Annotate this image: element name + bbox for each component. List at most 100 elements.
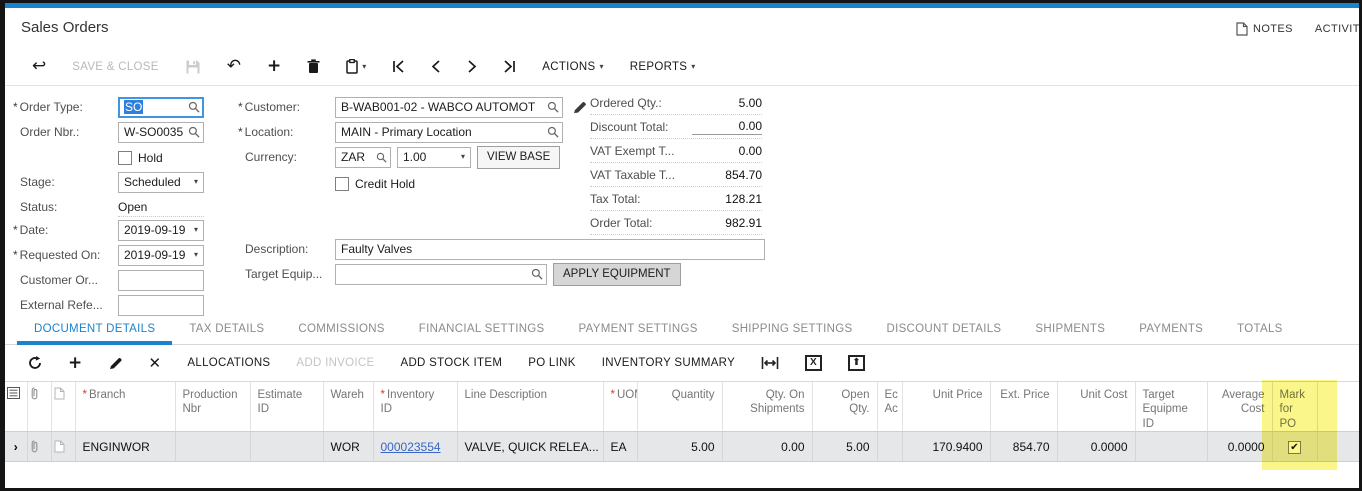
copy-paste-button[interactable]: ▾ <box>333 54 379 80</box>
col-unit-price[interactable]: Unit Price <box>901 380 990 433</box>
back-arrow-icon: ↩ <box>32 56 47 76</box>
customer-field[interactable]: B-WAB001-02 - WABCO AUTOMOT <box>335 96 563 118</box>
currency-code-field[interactable]: ZAR <box>335 146 391 168</box>
undo-icon: ↶ <box>226 56 241 76</box>
refresh-button[interactable] <box>15 350 55 376</box>
col-open-qty[interactable]: Open Qty. <box>811 380 877 433</box>
col-mark-for-po[interactable]: Mark for PO <box>1271 380 1317 433</box>
target-equip-field[interactable] <box>335 263 547 285</box>
table-row[interactable]: › ENGINWOR WOR 000023554 VALVE, QUICK RE… <box>5 431 1359 463</box>
export-excel-button[interactable]: X <box>792 350 835 376</box>
save-button[interactable] <box>172 54 214 80</box>
order-nbr-field[interactable]: W-SO0035 <box>118 121 204 143</box>
location-field[interactable]: MAIN - Primary Location <box>335 121 563 143</box>
tab-shipping-settings[interactable]: SHIPPING SETTINGS <box>731 322 853 335</box>
add-record-button[interactable]: + <box>254 54 294 80</box>
next-record-button[interactable] <box>454 54 490 80</box>
col-production-nbr[interactable]: Production Nbr <box>174 380 250 433</box>
tab-discount-details[interactable]: DISCOUNT DETAILS <box>886 322 1002 335</box>
view-base-button[interactable]: VIEW BASE <box>477 145 561 169</box>
cell-unit-cost: 0.0000 <box>1056 431 1135 463</box>
col-inventory-id[interactable]: * Inventory ID <box>372 380 457 433</box>
hold-checkbox[interactable] <box>118 151 132 165</box>
lookup-icon[interactable] <box>547 101 559 113</box>
stage-dropdown[interactable]: Scheduled ▾ <box>118 171 204 193</box>
date-field[interactable]: 2019-09-19 ▾ <box>118 219 204 241</box>
col-quantity[interactable]: Quantity <box>636 380 722 433</box>
page-title: Sales Orders <box>21 19 109 36</box>
row-selector[interactable]: › <box>5 431 27 463</box>
allocations-button[interactable]: ALLOCATIONS <box>187 357 271 369</box>
tab-commissions[interactable]: COMMISSIONS <box>298 322 385 335</box>
credit-hold-checkbox[interactable] <box>335 177 349 191</box>
row-files-icon[interactable] <box>26 431 51 463</box>
tab-totals[interactable]: TOTALS <box>1237 322 1283 335</box>
col-equipment-action[interactable]: Ec Ac <box>876 380 902 433</box>
vat-exempt-value: 0.00 <box>738 143 762 158</box>
actions-menu-button[interactable]: ACTIONS ▾ <box>529 54 617 80</box>
add-invoice-button[interactable]: ADD INVOICE <box>296 357 375 369</box>
column-settings-icon[interactable] <box>5 380 27 433</box>
edit-customer-pencil-icon[interactable] <box>573 101 587 114</box>
lookup-icon[interactable] <box>188 126 200 138</box>
tab-payment-settings[interactable]: PAYMENT SETTINGS <box>578 322 698 335</box>
back-button[interactable]: ↩ <box>19 54 59 80</box>
col-unit-cost[interactable]: Unit Cost <box>1056 380 1135 433</box>
col-average-cost[interactable]: Average Cost <box>1206 380 1272 433</box>
prev-record-button[interactable] <box>418 54 454 80</box>
customer-order-field[interactable] <box>118 269 204 291</box>
apply-equipment-button[interactable]: APPLY EQUIPMENT <box>553 262 681 286</box>
notes-doc-icon <box>1236 22 1248 36</box>
lookup-icon[interactable] <box>376 152 387 163</box>
cell-estimate-id <box>249 431 323 463</box>
description-field[interactable]: Faulty Valves <box>335 238 765 260</box>
tab-payments[interactable]: PAYMENTS <box>1139 322 1204 335</box>
chevron-down-icon: ▾ <box>193 177 198 186</box>
cell-ext-price: 854.70 <box>989 431 1057 463</box>
lookup-icon[interactable] <box>547 126 559 138</box>
lookup-icon[interactable] <box>188 101 200 113</box>
delete-record-button[interactable] <box>294 54 333 80</box>
notes-button[interactable]: NOTES <box>1236 22 1293 36</box>
mark-for-po-checkbox[interactable] <box>1288 441 1301 455</box>
delete-row-button[interactable]: ✕ <box>136 350 175 376</box>
activities-button[interactable]: ACTIVITIES <box>1315 23 1359 35</box>
tab-tax-details[interactable]: TAX DETAILS <box>189 322 265 335</box>
order-type-field[interactable]: SO <box>118 96 204 118</box>
row-note-icon[interactable] <box>50 431 75 463</box>
last-record-button[interactable] <box>490 54 529 80</box>
chevron-down-icon: ▾ <box>691 61 696 71</box>
add-stock-item-button[interactable]: ADD STOCK ITEM <box>400 357 503 369</box>
plus-icon: + <box>68 352 83 373</box>
external-ref-field[interactable] <box>118 294 204 316</box>
load-records-button[interactable]: ⬆ <box>835 350 878 376</box>
tab-shipments[interactable]: SHIPMENTS <box>1035 322 1106 335</box>
first-record-button[interactable] <box>379 54 418 80</box>
tab-document-details[interactable]: DOCUMENT DETAILS <box>17 313 173 345</box>
po-link-button[interactable]: PO LINK <box>528 357 576 369</box>
edit-row-button[interactable] <box>96 350 136 376</box>
col-estimate-id[interactable]: Estimate ID <box>249 380 323 433</box>
lookup-icon[interactable] <box>531 268 543 280</box>
reports-menu-button[interactable]: REPORTS ▾ <box>617 54 709 80</box>
col-target-equipment-id[interactable]: Target Equipme ID <box>1134 380 1207 433</box>
currency-rate-dropdown[interactable]: 1.00 ▾ <box>397 146 471 168</box>
col-line-description[interactable]: Line Description <box>456 380 603 433</box>
add-row-button[interactable]: + <box>55 350 96 376</box>
col-qty-on-shipments[interactable]: Qty. On Shipments <box>721 380 812 433</box>
inventory-id-link[interactable]: 000023554 <box>380 439 441 454</box>
undo-button[interactable]: ↶ <box>214 54 254 80</box>
save-close-button[interactable]: SAVE & CLOSE <box>72 60 159 73</box>
col-uom[interactable]: *UOM <box>602 380 637 433</box>
tab-financial-settings[interactable]: FINANCIAL SETTINGS <box>418 322 545 335</box>
requested-on-field[interactable]: 2019-09-19 ▾ <box>118 244 204 266</box>
col-branch[interactable]: * Branch <box>74 380 175 433</box>
status-label: Status: <box>20 200 58 214</box>
discount-total-value[interactable]: 0.00 <box>692 119 762 135</box>
col-warehouse[interactable]: Wareh <box>322 380 373 433</box>
credit-hold-label: Credit Hold <box>355 177 416 191</box>
col-ext-price[interactable]: Ext. Price <box>989 380 1057 433</box>
inventory-summary-button[interactable]: INVENTORY SUMMARY <box>601 357 736 369</box>
fit-to-width-button[interactable] <box>748 350 792 376</box>
